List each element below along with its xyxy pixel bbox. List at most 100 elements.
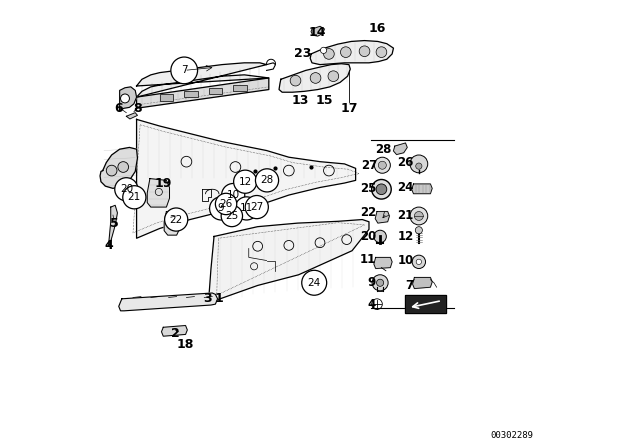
Circle shape [221,184,244,207]
Circle shape [245,195,268,219]
Text: 15: 15 [316,94,333,107]
Text: 9: 9 [368,276,376,289]
Text: 11: 11 [360,253,376,266]
Text: 9: 9 [218,203,225,213]
Text: 4: 4 [104,239,113,252]
Text: 28: 28 [375,143,391,156]
Polygon shape [119,293,218,311]
Text: 6: 6 [115,102,123,115]
Circle shape [123,186,146,209]
Text: 27: 27 [250,202,264,212]
Circle shape [120,94,129,103]
Circle shape [324,48,334,59]
Polygon shape [375,211,390,223]
Text: 21: 21 [397,209,413,222]
Polygon shape [100,147,138,188]
Text: 18: 18 [177,338,194,351]
Circle shape [340,47,351,57]
Circle shape [171,57,198,84]
Text: 28: 28 [260,175,274,185]
Text: 23: 23 [294,47,312,60]
Polygon shape [412,184,432,194]
Text: 13: 13 [291,94,308,107]
Polygon shape [279,64,350,92]
Circle shape [164,208,188,231]
Circle shape [290,75,301,86]
Polygon shape [311,26,324,36]
Text: 26: 26 [397,156,413,169]
Circle shape [221,205,243,227]
Circle shape [209,197,233,220]
Bar [184,91,198,97]
Text: 16: 16 [368,22,386,35]
Text: 5: 5 [110,217,118,230]
Circle shape [235,197,258,220]
Text: 10: 10 [397,254,413,267]
Polygon shape [126,113,138,119]
Text: 19: 19 [155,177,172,190]
Text: 11: 11 [240,203,253,213]
Polygon shape [136,63,269,97]
Circle shape [415,227,422,234]
Polygon shape [310,41,394,65]
Text: 22: 22 [170,215,183,224]
Text: 24: 24 [397,181,413,194]
Polygon shape [413,277,432,289]
Text: 2: 2 [171,327,180,340]
Text: 7: 7 [181,65,188,75]
Text: 8: 8 [133,102,142,115]
Text: 12: 12 [397,230,413,243]
Text: 27: 27 [361,159,377,172]
Polygon shape [136,119,356,238]
Circle shape [321,47,326,53]
Circle shape [310,73,321,83]
Circle shape [255,169,278,192]
Circle shape [216,193,237,215]
Circle shape [376,47,387,57]
Polygon shape [147,179,170,207]
Text: 20: 20 [120,184,133,194]
Circle shape [301,270,326,295]
Text: 00302289: 00302289 [491,431,534,440]
Circle shape [414,211,423,220]
Bar [160,95,173,101]
Circle shape [416,259,422,264]
Polygon shape [161,326,188,336]
Circle shape [412,255,426,268]
Circle shape [106,165,117,176]
Text: 21: 21 [128,192,141,202]
Polygon shape [394,143,407,155]
Circle shape [374,230,387,243]
Text: 24: 24 [308,278,321,288]
Circle shape [115,178,138,201]
Text: 4: 4 [368,297,376,310]
Text: 1: 1 [214,292,223,305]
Text: 25: 25 [225,211,239,221]
Polygon shape [120,87,136,111]
Circle shape [359,46,370,56]
Circle shape [372,180,391,199]
Circle shape [376,184,387,194]
Bar [233,85,246,91]
Polygon shape [164,211,180,235]
Polygon shape [209,220,369,300]
Circle shape [118,162,129,172]
Text: 25: 25 [360,182,376,195]
Polygon shape [404,295,445,313]
Circle shape [328,71,339,82]
Text: 12: 12 [239,177,252,187]
Circle shape [372,275,388,291]
Polygon shape [136,78,269,108]
Circle shape [374,157,390,173]
Polygon shape [109,205,117,246]
Bar [209,88,222,94]
Text: 22: 22 [360,207,376,220]
Text: 26: 26 [220,199,233,209]
Circle shape [410,207,428,225]
Circle shape [378,161,387,169]
Circle shape [410,155,428,173]
Polygon shape [374,258,392,268]
Circle shape [416,163,422,169]
Circle shape [234,170,257,193]
Text: 17: 17 [340,102,358,115]
